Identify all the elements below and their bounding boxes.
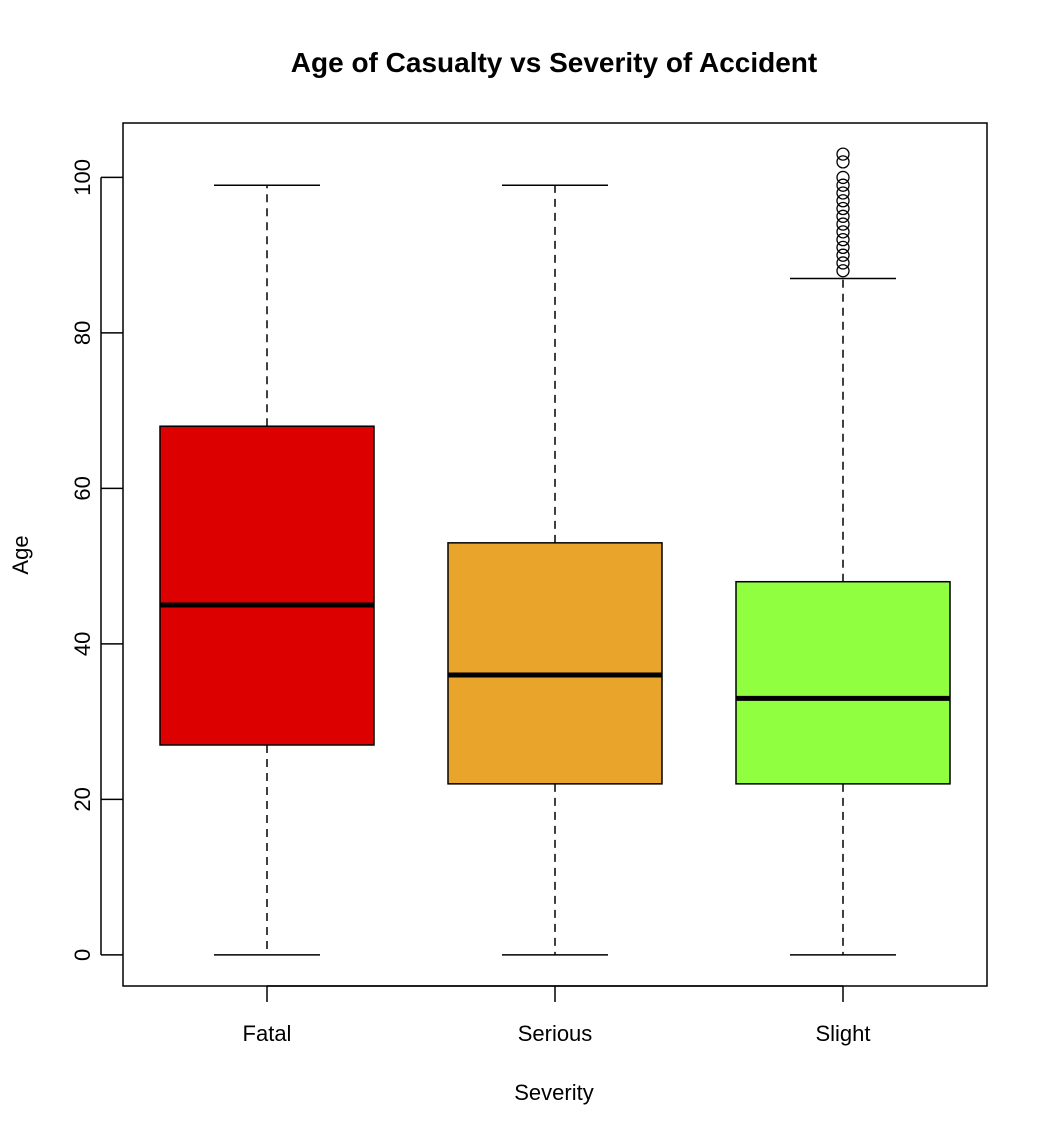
outlier-point	[836, 217, 850, 231]
boxes	[159, 147, 951, 956]
box-iqr	[735, 580, 951, 785]
box-group-slight	[735, 147, 951, 956]
box-iqr	[159, 425, 375, 746]
x-axis: Fatal Serious Slight	[243, 985, 871, 1046]
outlier-point	[836, 155, 850, 169]
x-tick-label: Slight	[815, 1021, 870, 1046]
box-group-serious	[447, 184, 663, 956]
outlier-point	[836, 256, 850, 270]
y-tick-label: 80	[70, 321, 95, 345]
outlier-point	[836, 225, 850, 239]
chart-title: Age of Casualty vs Severity of Accident	[291, 47, 817, 78]
x-axis-label: Severity	[514, 1080, 593, 1105]
y-tick-label: 100	[70, 159, 95, 196]
x-tick-label: Serious	[518, 1021, 593, 1046]
outlier-point	[836, 209, 850, 223]
outlier-point	[836, 264, 850, 278]
y-axis-label: Age	[8, 535, 33, 574]
outlier-point	[836, 248, 850, 262]
outlier-point	[836, 201, 850, 216]
y-tick-label: 60	[70, 476, 95, 500]
outlier-point	[836, 240, 850, 255]
outlier-point	[836, 232, 850, 247]
x-tick-label: Fatal	[243, 1021, 292, 1046]
box-group-fatal	[159, 184, 375, 956]
outlier-point	[836, 186, 850, 200]
outlier-point	[836, 178, 850, 192]
outlier-point	[836, 194, 850, 208]
outlier-point	[836, 170, 850, 185]
y-axis: 0 20 40 60 80 100	[70, 159, 123, 961]
box-iqr	[447, 542, 663, 785]
y-tick-label: 0	[70, 949, 95, 961]
y-tick-label: 20	[70, 787, 95, 811]
y-tick-label: 40	[70, 632, 95, 656]
outlier-point	[836, 147, 850, 161]
